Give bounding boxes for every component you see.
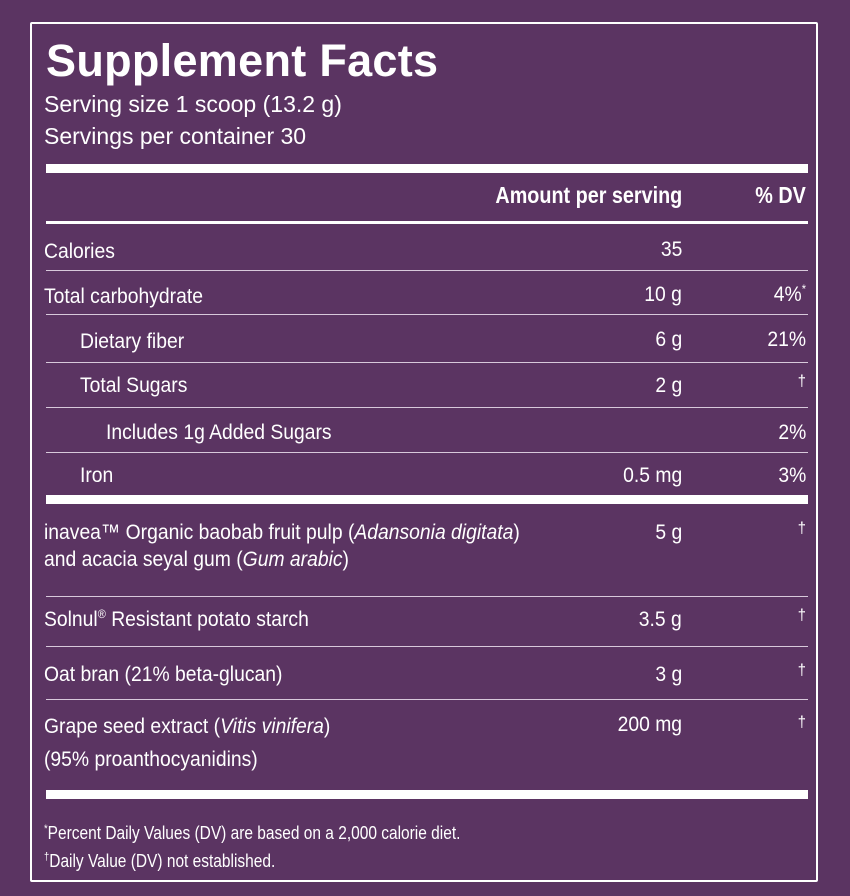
dv-asterisk: * [801,282,806,296]
footnote-text: Daily Value (DV) not established. [49,851,276,871]
row-divider [46,596,808,597]
panel-title: Supplement Facts [46,35,439,86]
row-divider [46,314,808,315]
footnote-text: Percent Daily Values (DV) are based on a… [47,823,461,843]
ingredient-label: Grape seed extract (Vitis vinifera) [44,713,330,741]
ingredient-latin-name: Adansonia digitata [354,521,514,544]
nutrient-label: Calories [44,240,115,263]
row-divider [46,452,808,453]
dagger-mark: † [797,714,806,731]
nutrient-label: Total carbohydrate [44,285,203,308]
nutrient-amount: 6 g [655,328,682,351]
middle-thick-divider [46,495,808,504]
dagger-mark: † [797,607,806,624]
row-divider [46,699,808,700]
nutrient-label: Dietary fiber [80,330,185,353]
supplement-facts-panel: Supplement Facts Serving size 1 scoop (1… [30,22,818,882]
nutrient-amount: 10 g [644,283,682,306]
header-divider [46,221,808,224]
ingredient-name: inavea™ Organic baobab fruit pulp ( [44,521,355,544]
row-divider [46,270,808,271]
ingredient-label: inavea™ Organic baobab fruit pulp (Adans… [44,519,520,547]
ingredient-name: Resistant potato starch [105,608,309,631]
ingredient-amount: 3.5 g [639,608,682,631]
footnote-dagger-mark: † [44,851,50,863]
ingredient-name: ) [513,521,520,544]
nutrient-amount: 35 [660,238,682,261]
footnote-dv: *Percent Daily Values (DV) are based on … [44,818,460,844]
nutrient-amount: 0.5 mg [622,464,682,487]
row-divider [46,407,808,408]
nutrient-dv: 21% [767,328,806,351]
nutrient-dv: 4%* [774,281,806,309]
bottom-thick-divider [46,790,808,799]
dv-value: 4% [773,283,802,306]
nutrient-dv: 3% [778,464,806,487]
ingredient-dv: † [798,657,806,689]
registered-mark: ® [97,607,106,621]
ingredient-amount: 200 mg [617,713,682,736]
ingredient-name: and acacia seyal gum ( [44,548,243,571]
ingredient-label-line-2: and acacia seyal gum (Gum arabic) [44,546,349,574]
row-divider [46,646,808,647]
ingredient-latin-name: Vitis vinifera [220,715,324,738]
nutrient-label: Includes 1g Added Sugars [106,421,332,444]
ingredient-dv: † [798,709,806,741]
ingredient-name: Grape seed extract ( [44,715,221,738]
nutrient-amount: 2 g [655,374,682,397]
dagger-mark: † [797,373,806,390]
ingredient-label: Oat bran (21% beta-glucan) [44,663,283,686]
serving-size: Serving size 1 scoop (13.2 g) [44,91,342,117]
ingredient-dv: † [798,602,806,634]
dagger-mark: † [797,662,806,679]
ingredient-label: Solnul® Resistant potato starch [44,606,309,634]
nutrient-label: Total Sugars [80,374,188,397]
ingredient-amount: 3 g [655,663,682,686]
column-header-amount: Amount per serving [495,182,682,208]
ingredient-name: ) [323,715,331,738]
row-divider [46,362,808,363]
nutrient-dv: 2% [778,421,806,444]
ingredient-dv: † [798,515,806,547]
column-header-dv: % DV [755,182,806,208]
dagger-mark: † [797,520,806,537]
ingredient-name: ) [342,548,349,571]
ingredient-name: Solnul [44,608,98,631]
ingredient-latin-name: Gum arabic [242,548,343,571]
top-thick-divider [46,164,808,173]
footnote-dagger: †Daily Value (DV) not established. [44,846,275,872]
nutrient-label: Iron [80,464,114,487]
ingredient-amount: 5 g [655,521,682,544]
footnote-asterisk: * [44,823,48,835]
servings-per-container: Servings per container 30 [44,123,307,149]
ingredient-label-line-2: (95% proanthocyanidins) [44,748,258,771]
nutrient-dv: † [798,368,806,400]
